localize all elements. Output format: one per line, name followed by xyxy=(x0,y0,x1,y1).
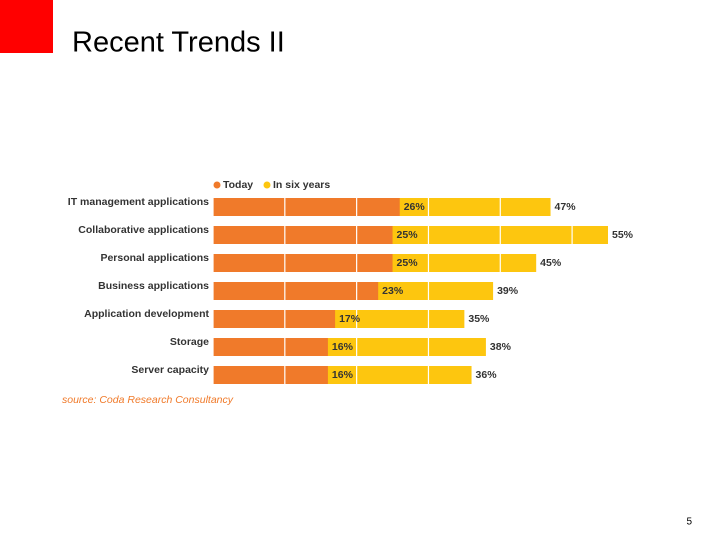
source: source: Coda Research Consultancy xyxy=(62,394,234,406)
value-label: 16% xyxy=(332,369,354,381)
category-label: Server capacity xyxy=(131,364,209,376)
value-label: 47% xyxy=(555,201,577,213)
bar xyxy=(213,366,328,384)
value-label: 35% xyxy=(468,313,490,325)
legend-dot xyxy=(213,181,221,189)
legend-label: In six years xyxy=(273,179,330,191)
value-label: 17% xyxy=(339,313,361,325)
category-label: Storage xyxy=(170,336,209,348)
value-label: 26% xyxy=(404,201,426,213)
page-number: 5 xyxy=(686,517,692,528)
bar xyxy=(213,226,393,244)
value-label: 39% xyxy=(497,285,519,297)
category-label: Personal applications xyxy=(100,252,209,264)
category-label: Application development xyxy=(84,308,209,320)
value-label: 45% xyxy=(540,257,562,269)
category-label: Collaborative applications xyxy=(78,224,209,236)
value-label: 25% xyxy=(397,257,419,269)
value-label: 36% xyxy=(476,369,498,381)
red-square xyxy=(0,0,53,53)
legend-dot xyxy=(263,181,271,189)
value-label: 16% xyxy=(332,341,354,353)
value-label: 25% xyxy=(397,229,419,241)
bar xyxy=(213,254,393,272)
bar xyxy=(213,310,336,328)
bar xyxy=(213,198,400,216)
bar xyxy=(213,338,328,356)
value-label: 55% xyxy=(612,229,634,241)
category-label: Business applications xyxy=(98,280,209,292)
value-label: 38% xyxy=(490,341,512,353)
value-label: 23% xyxy=(382,285,404,297)
slide-title: Recent Trends II xyxy=(72,27,285,59)
bar xyxy=(213,282,379,300)
category-label: IT management applications xyxy=(68,196,209,208)
legend-label: Today xyxy=(223,179,253,191)
